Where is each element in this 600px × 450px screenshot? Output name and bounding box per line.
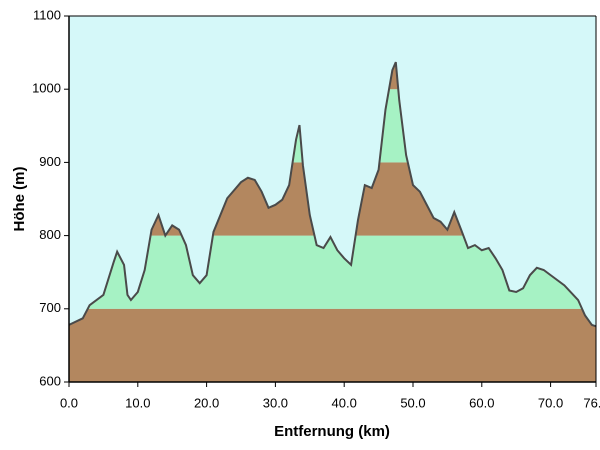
- elevation-line: [68, 61, 597, 328]
- y-tick-label: 1100: [33, 7, 61, 22]
- x-tick-label: 50.0: [400, 395, 425, 410]
- y-tick-label: 600: [39, 373, 61, 388]
- x-tick-label: 0.0: [60, 395, 78, 410]
- y-axis-label: Höhe (m): [11, 167, 28, 232]
- y-tick-label: 900: [39, 154, 61, 169]
- x-tick-label: 20.0: [194, 395, 219, 410]
- x-tick-label: 70.0: [538, 395, 563, 410]
- x-tick-label: 10.0: [125, 395, 150, 410]
- elevation-band: [69, 308, 596, 382]
- y-tick-label: 800: [39, 227, 61, 242]
- y-tick-label: 1000: [32, 81, 61, 96]
- x-axis-label: Entfernung (km): [274, 423, 390, 440]
- y-tick-label: 700: [39, 300, 61, 315]
- x-tick-label: 76.6: [583, 395, 600, 410]
- x-tick-label: 30.0: [263, 395, 288, 410]
- x-tick-label: 60.0: [469, 395, 494, 410]
- x-tick-label: 40.0: [332, 395, 357, 410]
